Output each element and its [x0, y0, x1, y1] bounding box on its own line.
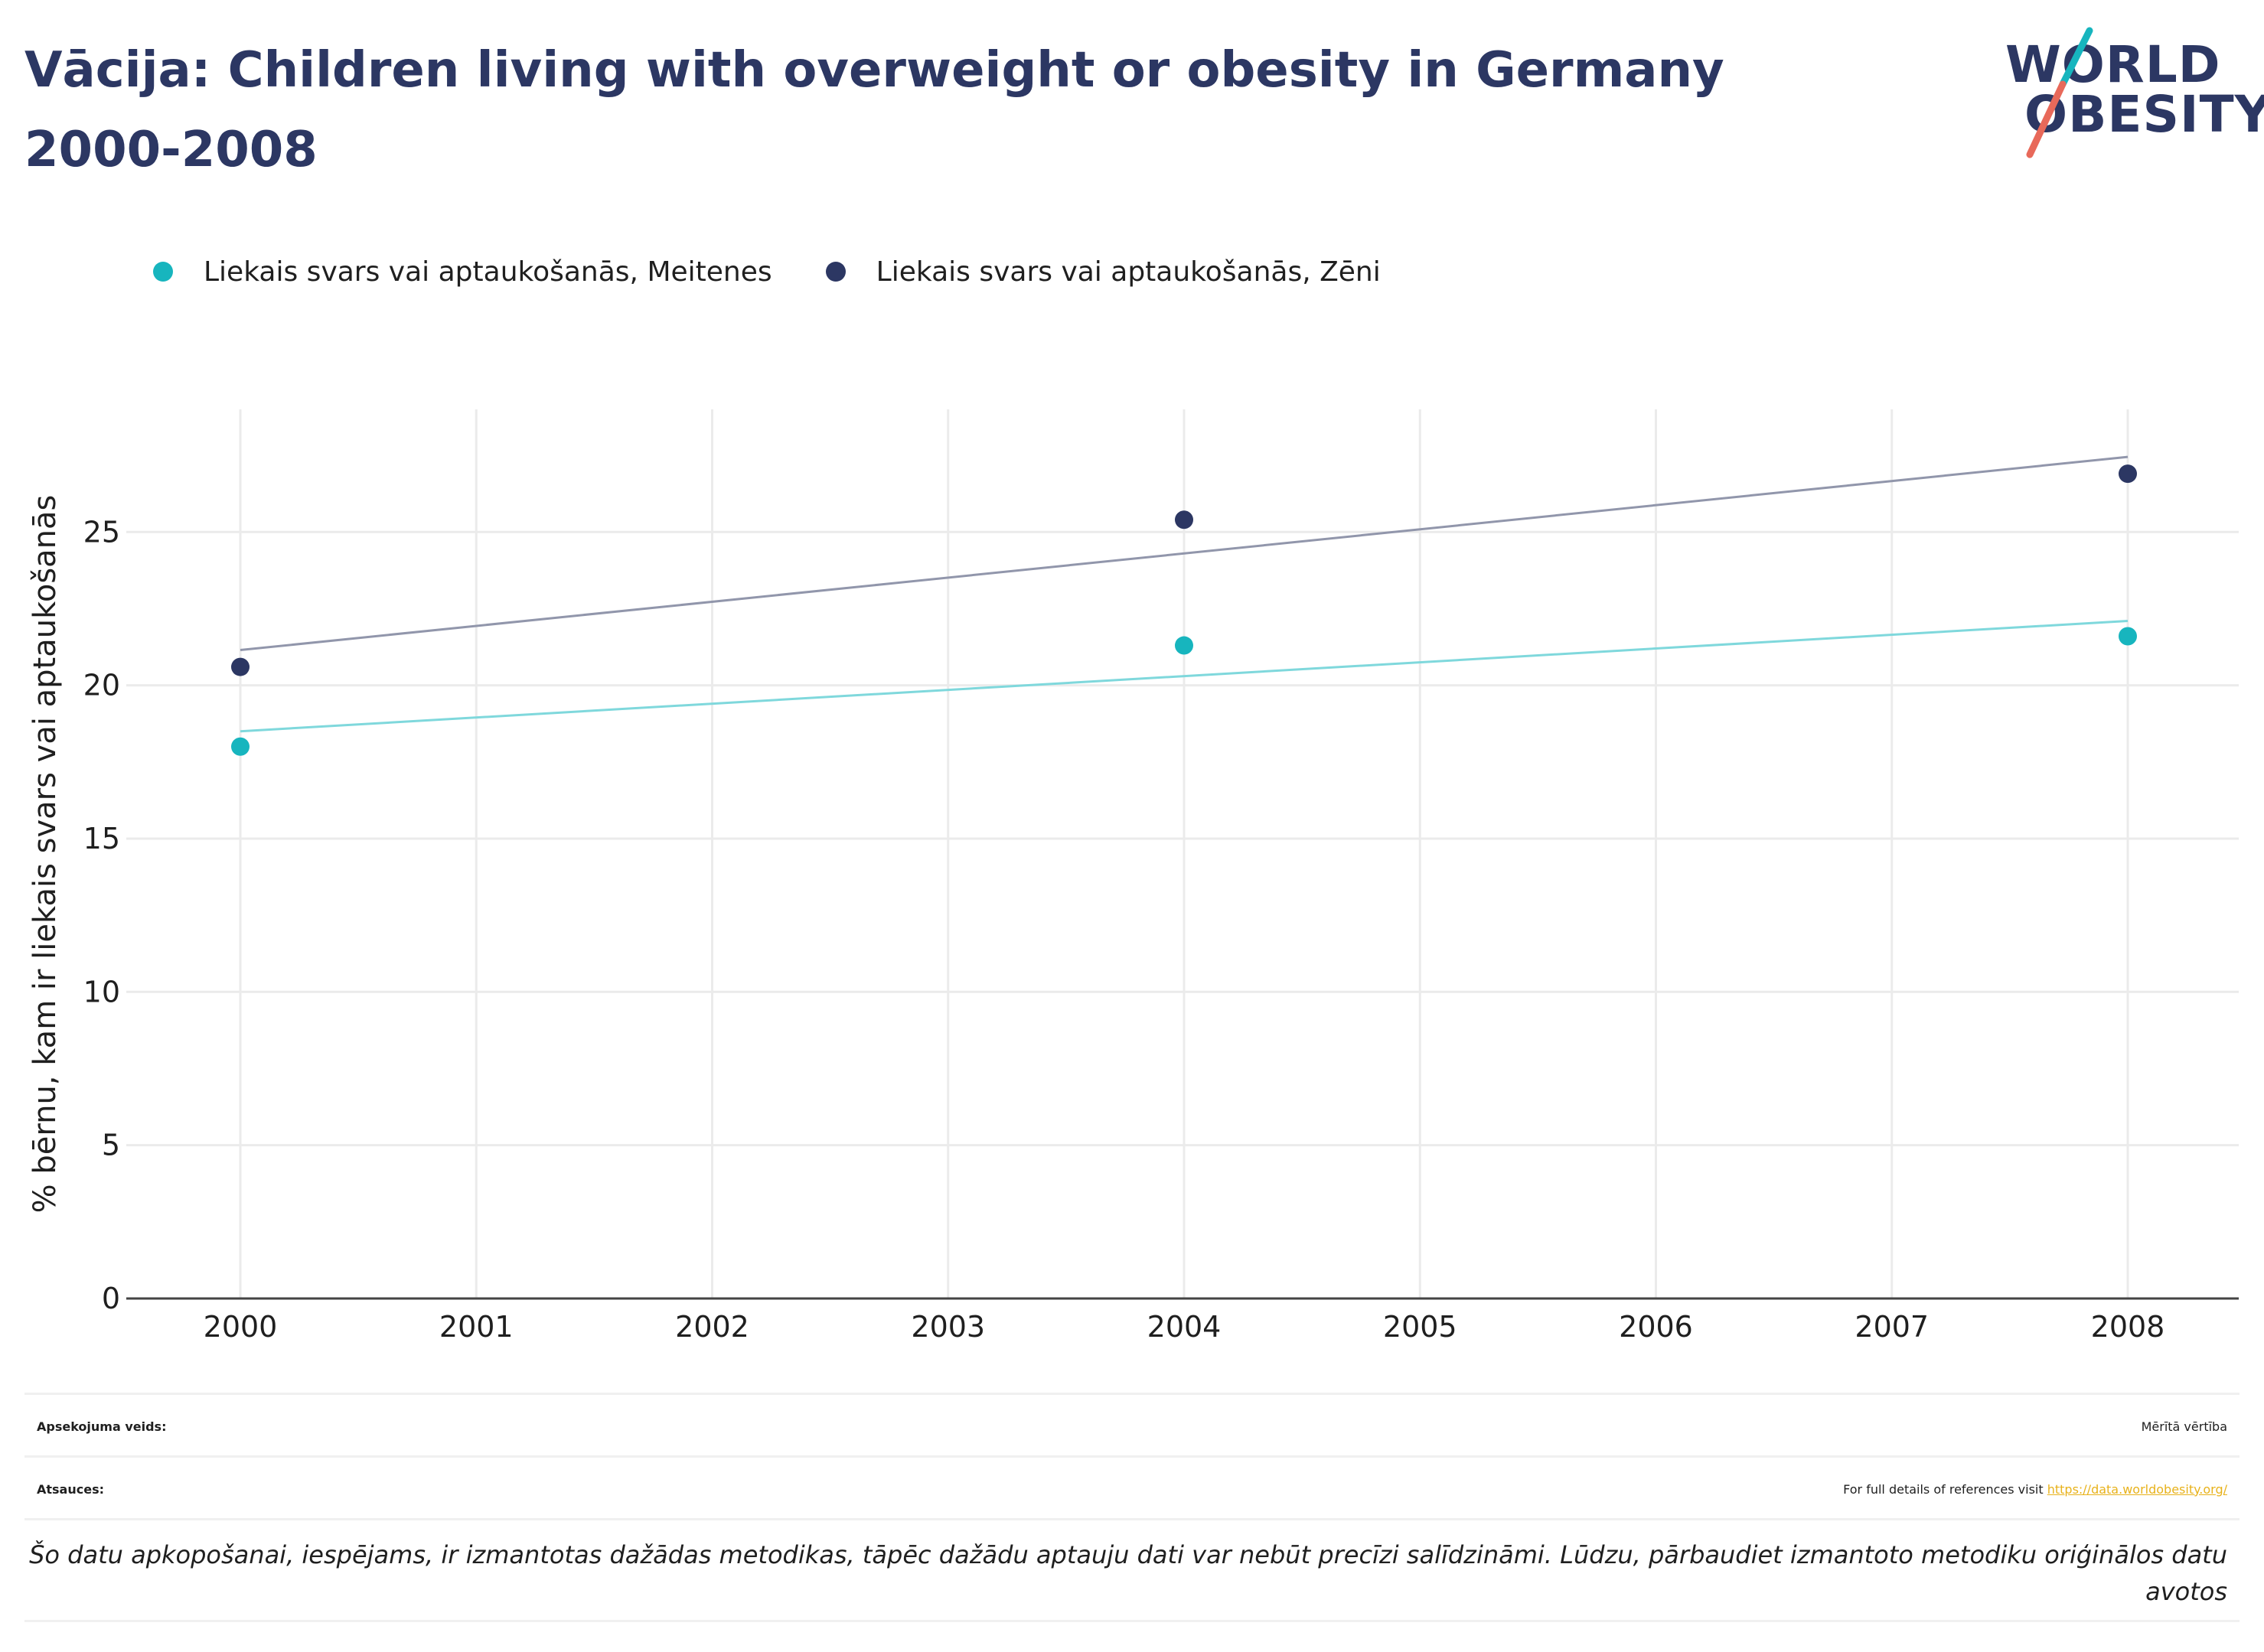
logo-text-world: WORLD	[2005, 35, 2221, 94]
legend-item-boys[interactable]: Liekais svars vai aptaukošanās, Zēni	[825, 256, 1381, 288]
y-tick-label: 25	[83, 515, 120, 549]
references-row: Atsauces: For full details of references…	[24, 1455, 2240, 1520]
note-divider	[24, 1518, 2240, 1520]
bottom-divider	[24, 1620, 2240, 1622]
data-point-boys	[2119, 464, 2137, 484]
x-tick-label: 2007	[1855, 1310, 1929, 1344]
y-axis-label: % bērnu, kam ir liekais svars vai aptauk…	[28, 495, 63, 1214]
y-tick-label: 15	[83, 822, 120, 855]
references-label: Atsauces:	[37, 1481, 104, 1497]
legend-item-girls[interactable]: Liekais svars vai aptaukošanās, Meitenes	[153, 256, 772, 288]
data-point-girls	[2119, 627, 2137, 646]
x-tick-label: 2002	[675, 1310, 749, 1344]
legend-label-boys: Liekais svars vai aptaukošanās, Zēni	[876, 256, 1381, 288]
y-tick-label: 0	[102, 1282, 120, 1315]
trendline-boys	[240, 455, 2129, 652]
x-tick-label: 2006	[1619, 1310, 1693, 1344]
x-tick-label: 2008	[2091, 1310, 2165, 1344]
references-link[interactable]: https://data.worldobesity.org/	[2047, 1481, 2227, 1497]
legend-dot-girls	[153, 262, 173, 282]
legend-dot-boys	[825, 262, 846, 282]
legend-label-girls: Liekais svars vai aptaukošanās, Meitenes	[204, 256, 772, 288]
data-point-girls	[1175, 636, 1193, 655]
x-tick-label: 2004	[1147, 1310, 1222, 1344]
methodology-note: Šo datu apkopošanai, iespējams, ir izman…	[29, 1540, 2227, 1606]
y-tick-label: 5	[102, 1129, 120, 1162]
scatter-chart: 2000 2001 2002 2003 2004 2005 2006 2007 2008 0 5 10…	[28, 409, 2239, 1344]
world-obesity-logo: WORLD OBESITY	[1998, 23, 2264, 168]
trendline-girls	[240, 619, 2129, 733]
data-point-boys	[231, 657, 250, 676]
x-tick-label: 2000	[204, 1310, 278, 1344]
data-point-boys	[1175, 510, 1193, 529]
survey-type-row: Apsekojuma veids: Mērītā vērtība	[24, 1393, 2240, 1458]
y-tick-label: 10	[83, 975, 120, 1008]
survey-type-value: Mērītā vērtība	[2141, 1419, 2227, 1434]
references-value: For full details of references visit htt…	[1843, 1482, 2240, 1497]
y-tick-label: 20	[83, 669, 120, 702]
data-point-girls	[231, 737, 250, 756]
logo-text-obesity: OBESITY	[2024, 85, 2264, 144]
survey-type-label: Apsekojuma veids:	[37, 1419, 167, 1434]
x-tick-label: 2003	[911, 1310, 985, 1344]
x-tick-label: 2001	[439, 1310, 514, 1344]
x-tick-label: 2005	[1383, 1310, 1457, 1344]
chart-title: Vācija: Children living with overweight …	[24, 42, 1724, 178]
references-text: For full details of references visit	[1843, 1481, 2047, 1497]
chart-legend: Liekais svars vai aptaukošanās, Meitenes…	[153, 249, 1434, 295]
logo-slash-icon	[2026, 27, 2093, 158]
